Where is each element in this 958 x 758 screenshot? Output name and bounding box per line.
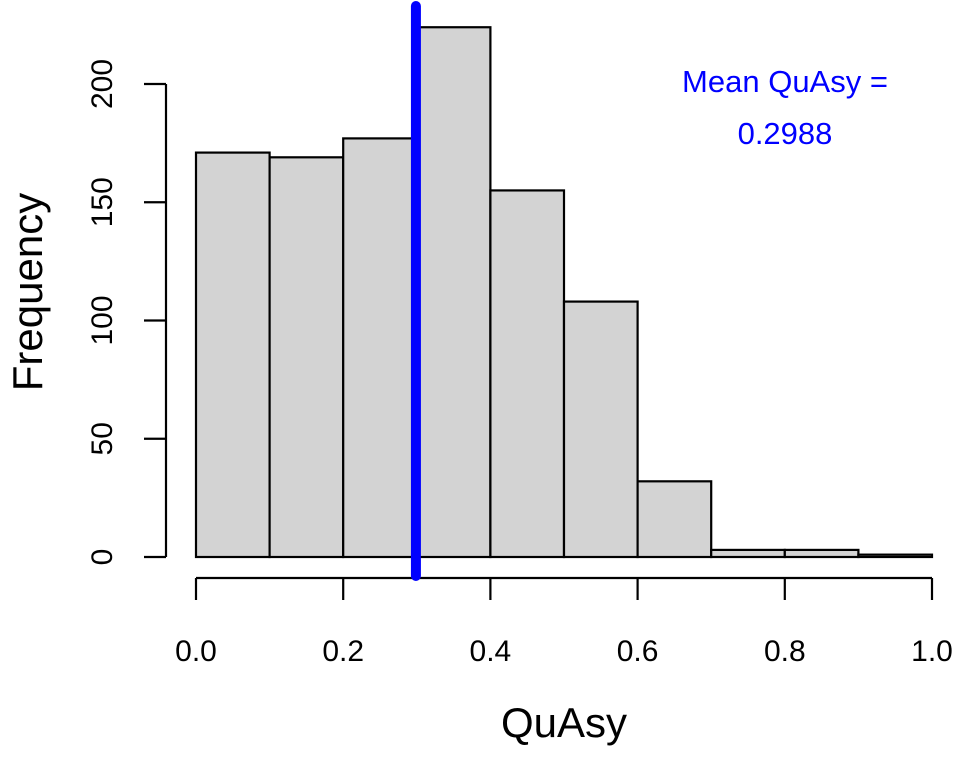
histogram-bar [489, 189, 566, 559]
y-tick-label: 200 [86, 59, 119, 109]
mean-annotation-value: 0.2988 [738, 116, 833, 151]
histogram-bar [268, 156, 345, 559]
x-tick-label: 0.4 [470, 635, 512, 668]
y-tick-label: 0 [86, 549, 119, 566]
x-tick-label: 0.2 [322, 635, 364, 668]
x-tick-label: 0.6 [617, 635, 659, 668]
y-tick-label: 150 [86, 177, 119, 227]
histogram-bar [562, 300, 639, 559]
x-tick-label: 1.0 [911, 635, 953, 668]
x-tick-label: 0.0 [175, 635, 217, 668]
x-axis-title: QuAsy [501, 699, 627, 746]
y-axis-title: Frequency [4, 193, 51, 391]
y-tick-label: 100 [86, 295, 119, 345]
x-tick-label: 0.8 [764, 635, 806, 668]
histogram-bar [857, 553, 934, 559]
histogram-bar [342, 137, 418, 559]
histogram-bar [194, 151, 271, 559]
histogram-bar [783, 548, 860, 559]
y-axis: 0 50 100 150 200 [86, 59, 168, 566]
histogram-bar [636, 480, 713, 559]
histogram-bar [710, 548, 786, 559]
y-tick-label: 50 [86, 422, 119, 455]
histogram-bar [415, 26, 492, 559]
histogram-bars [194, 26, 934, 559]
mean-annotation-label: Mean QuAsy = [682, 64, 888, 99]
x-axis: 0.0 0.2 0.4 0.6 0.8 1.0 [175, 576, 953, 668]
